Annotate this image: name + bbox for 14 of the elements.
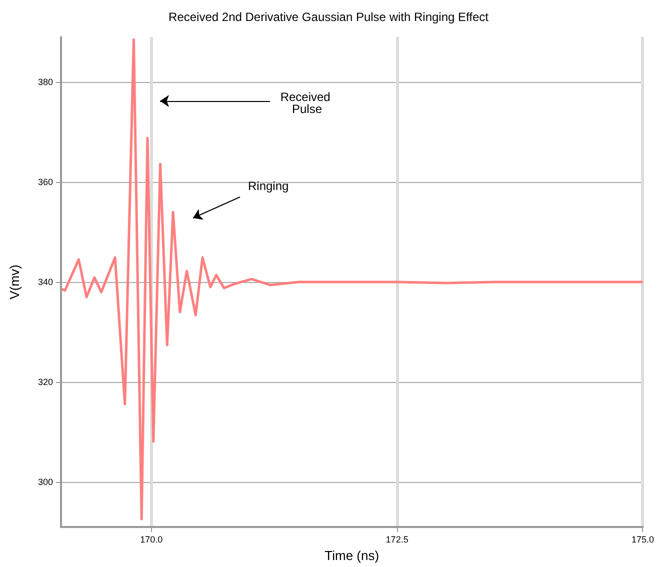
annotation: Received Pulse [280,90,334,116]
x-axis-title: Time (ns) [324,548,380,563]
y-axis-title: V(mv) [7,264,22,300]
y-tick-label: 380 [38,77,53,88]
x-tick-label: 175.0 [631,534,654,545]
y-tick-label: 360 [38,177,53,188]
line-series [60,38,644,520]
annotation: Ringing [248,179,289,193]
y-tick-label: 320 [38,377,53,388]
y-tick-label: 300 [38,477,53,488]
chart-title: Received 2nd Derivative Gaussian Pulse with Ringing Effect [168,10,490,24]
y-tick-label: 340 [38,277,53,288]
x-tick-label: 172.5 [386,534,408,545]
x-tick-label: 170.0 [140,534,163,545]
